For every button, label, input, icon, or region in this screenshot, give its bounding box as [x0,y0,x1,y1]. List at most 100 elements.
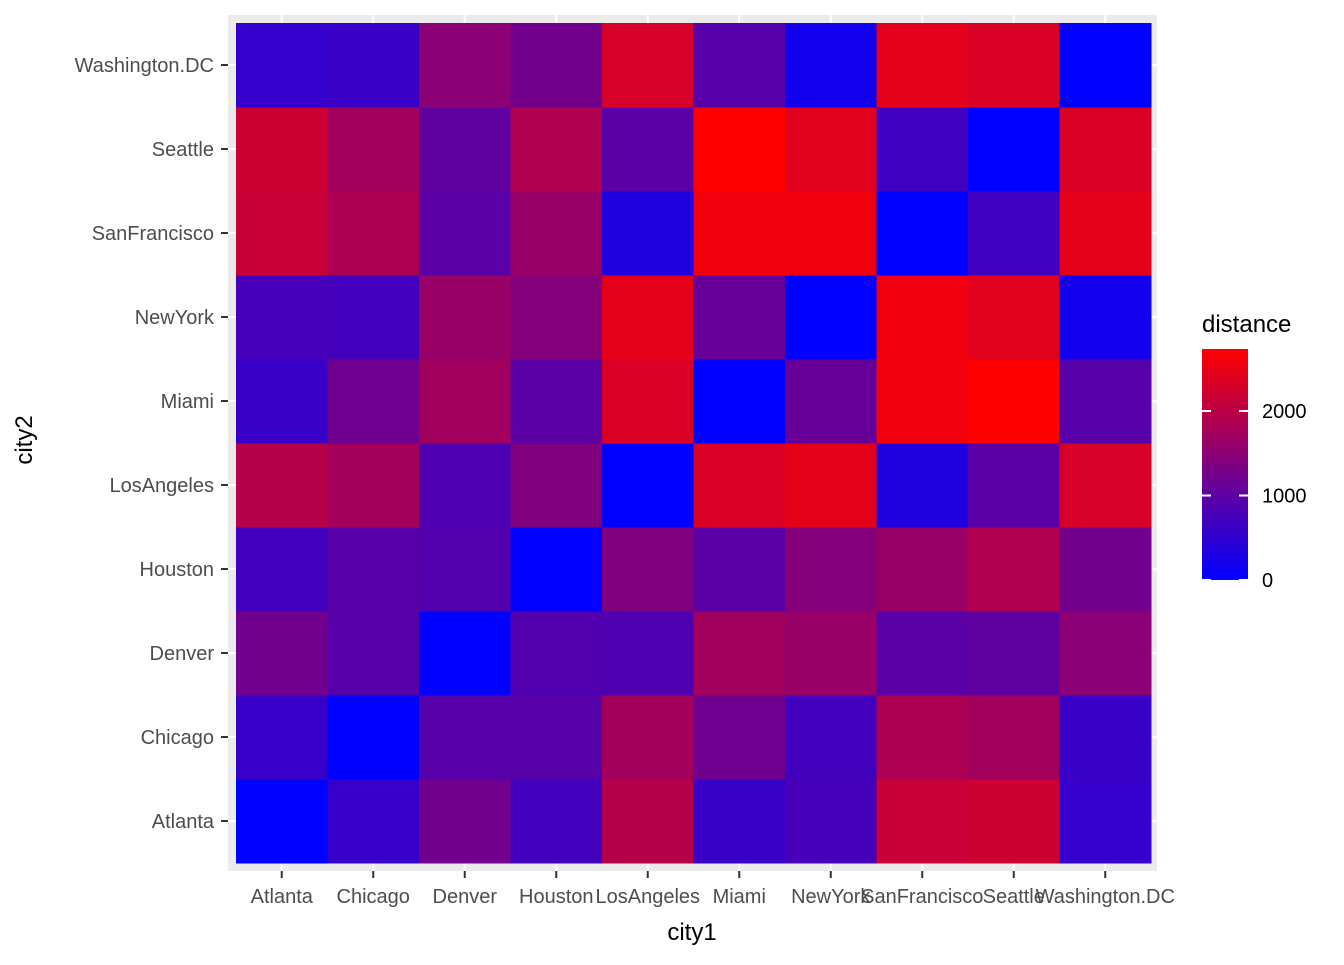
heatmap-cell-Atlanta-Seattle [236,107,328,192]
heatmap-cell-Denver-SanFrancisco [419,191,511,276]
x-tick-label: NewYork [791,886,871,908]
color-legend: distance 0 1000 2000 [1202,311,1307,592]
heatmap-cell-Chicago-NewYork [327,275,420,360]
heatmap-cell-Washington.DC-Chicago [1059,695,1152,780]
legend-colorbar [1202,349,1248,580]
heatmap-cell-Chicago-Houston [327,527,420,612]
heatmap-cell-LosAngeles-Seattle [602,107,694,192]
heatmap-cell-LosAngeles-Houston [602,527,694,612]
heatmap-cell-Atlanta-Denver [236,611,328,696]
heatmap-cell-Miami-Chicago [693,695,786,780]
heatmap-cell-Miami-NewYork [693,275,786,360]
heatmap-cell-Miami-Atlanta [693,779,786,864]
heatmap-cell-SanFrancisco-Miami [876,359,969,444]
heatmap-cell-Washington.DC-Washington.DC [1059,23,1152,108]
y-tick-label: SanFrancisco [92,223,214,245]
heatmap-cell-Houston-Washington.DC [510,23,603,108]
heatmap-cell-Atlanta-LosAngeles [236,443,328,528]
heatmap-cell-NewYork-Miami [785,359,877,444]
x-tick-label: Miami [713,886,766,908]
x-tick-label: Denver [433,886,498,908]
heatmap-cell-LosAngeles-LosAngeles [602,443,694,528]
heatmap-cell-Atlanta-Washington.DC [236,23,328,108]
heatmap-cell-Atlanta-Atlanta [236,779,328,864]
heatmap-cell-Washington.DC-NewYork [1059,275,1152,360]
heatmap-cell-Houston-Miami [510,359,603,444]
x-tick-label: Chicago [337,886,410,908]
legend-title: distance [1202,311,1291,338]
heatmap-cell-Houston-Chicago [510,695,603,780]
y-tick-label: Miami [161,391,214,413]
y-tick-label: Denver [150,643,215,665]
y-tick-label: NewYork [135,307,215,329]
heatmap-cell-Denver-Atlanta [419,779,511,864]
legend-break-label: 1000 [1262,486,1307,508]
heatmap-cell-Washington.DC-Atlanta [1059,779,1152,864]
x-tick-label: Atlanta [251,886,314,908]
heatmap-cell-Chicago-Miami [327,359,420,444]
heatmap-cell-Miami-Denver [693,611,786,696]
heatmap-cell-NewYork-LosAngeles [785,443,877,528]
heatmap-cell-Denver-Seattle [419,107,511,192]
heatmap-cell-Atlanta-SanFrancisco [236,191,328,276]
heatmap-cell-Seattle-Miami [968,359,1060,444]
legend-break-label: 0 [1262,570,1273,592]
x-tick-label: Houston [519,886,594,908]
heatmap-cell-Washington.DC-Miami [1059,359,1152,444]
heatmap-cell-Denver-LosAngeles [419,443,511,528]
heatmap-cell-Washington.DC-Seattle [1059,107,1152,192]
heatmap-cell-Chicago-Denver [327,611,420,696]
heatmap-cell-Seattle-Denver [968,611,1060,696]
heatmap-cell-Seattle-LosAngeles [968,443,1060,528]
heatmap-cell-Washington.DC-LosAngeles [1059,443,1152,528]
heatmap-cell-Chicago-SanFrancisco [327,191,420,276]
heatmap-cell-SanFrancisco-Atlanta [876,779,969,864]
heatmap-cell-NewYork-Washington.DC [785,23,877,108]
heatmap-cell-LosAngeles-SanFrancisco [602,191,694,276]
x-tick-label: SanFrancisco [861,886,983,908]
heatmap-cell-Chicago-Seattle [327,107,420,192]
heatmap-cell-Houston-Houston [510,527,603,612]
x-axis-title: city1 [667,919,716,946]
y-tick-label: Houston [140,559,215,581]
heatmap-cell-NewYork-Houston [785,527,877,612]
heatmap-cell-Washington.DC-SanFrancisco [1059,191,1152,276]
heatmap-cells [236,23,1152,864]
heatmap-cell-Houston-Seattle [510,107,603,192]
heatmap-cell-Atlanta-NewYork [236,275,328,360]
heatmap-cell-Seattle-Washington.DC [968,23,1060,108]
x-tick-label: Washington.DC [1036,886,1175,908]
heatmap-cell-Atlanta-Miami [236,359,328,444]
y-tick-label: Seattle [152,139,214,161]
heatmap-cell-Washington.DC-Denver [1059,611,1152,696]
heatmap-cell-Denver-Miami [419,359,511,444]
heatmap-cell-LosAngeles-Chicago [602,695,694,780]
heatmap-cell-Chicago-Washington.DC [327,23,420,108]
heatmap-cell-NewYork-Seattle [785,107,877,192]
heatmap-cell-SanFrancisco-SanFrancisco [876,191,969,276]
heatmap-cell-NewYork-Atlanta [785,779,877,864]
heatmap-cell-SanFrancisco-NewYork [876,275,969,360]
heatmap-cell-Miami-LosAngeles [693,443,786,528]
heatmap-cell-SanFrancisco-Seattle [876,107,969,192]
heatmap-cell-Chicago-LosAngeles [327,443,420,528]
heatmap-cell-Chicago-Chicago [327,695,420,780]
heatmap-cell-Seattle-Chicago [968,695,1060,780]
heatmap-cell-SanFrancisco-Denver [876,611,969,696]
heatmap-cell-Chicago-Atlanta [327,779,420,864]
heatmap-cell-SanFrancisco-Houston [876,527,969,612]
heatmap-cell-LosAngeles-Atlanta [602,779,694,864]
heatmap-cell-Washington.DC-Houston [1059,527,1152,612]
y-axis-title: city2 [11,415,38,464]
x-tick-label: Seattle [983,886,1045,908]
heatmap-cell-LosAngeles-Miami [602,359,694,444]
y-tick-label: Chicago [141,727,214,749]
heatmap-cell-Miami-Houston [693,527,786,612]
y-tick-label: LosAngeles [109,475,214,497]
heatmap-cell-Denver-Denver [419,611,511,696]
heatmap-cell-Houston-SanFrancisco [510,191,603,276]
heatmap-cell-Seattle-NewYork [968,275,1060,360]
heatmap-cell-Denver-Houston [419,527,511,612]
